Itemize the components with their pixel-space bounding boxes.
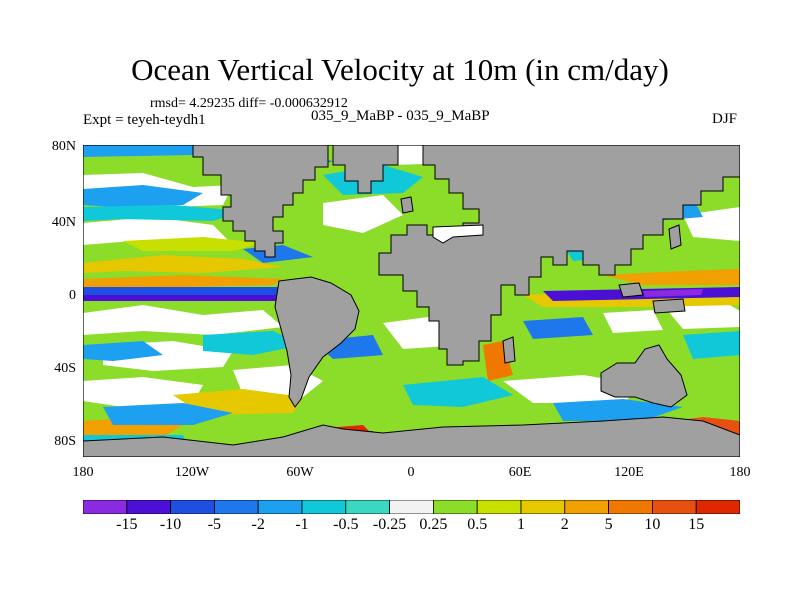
colorbar-swatch — [126, 500, 171, 514]
colorbar-label: 15 — [688, 516, 705, 533]
lon-label-120w: 120W — [174, 465, 210, 480]
colorbar-swatch — [432, 500, 478, 514]
colorbar — [83, 500, 740, 514]
inland-sea — [432, 224, 484, 244]
colorbar-label: -0.5 — [333, 516, 359, 533]
season-label: DJF — [712, 111, 738, 127]
land-greenland — [332, 145, 399, 194]
land-north-america — [192, 145, 329, 258]
lon-label-60e: 60E — [508, 465, 532, 480]
lon-label-180e: 180 — [729, 465, 751, 480]
land-south-america — [274, 276, 360, 408]
colorbar-label: 5 — [604, 516, 613, 533]
colorbar-label: -1 — [295, 516, 309, 533]
colorbar-label: -15 — [116, 516, 138, 533]
map-title: Ocean Vertical Velocity at 10m (in cm/da… — [131, 52, 669, 87]
colorbar-label: -5 — [207, 516, 222, 533]
colorbar-swatch — [564, 500, 609, 514]
colorbar-label: 1 — [517, 516, 525, 533]
land-japan — [668, 224, 682, 250]
colorbar-swatch — [389, 500, 434, 514]
colorbar-label: -10 — [159, 516, 182, 533]
colorbar-swatch — [213, 500, 259, 514]
lat-label-40n: 40N — [51, 215, 76, 230]
colorbar-label: 2 — [560, 516, 569, 533]
ocean-map — [83, 145, 740, 457]
land-new-guinea — [652, 298, 686, 314]
colorbar-label: 10 — [644, 516, 661, 533]
colorbar-swatch — [608, 500, 653, 514]
lat-label-40s: 40S — [54, 361, 76, 376]
lat-label-80s: 80S — [54, 434, 76, 449]
colorbar-swatch — [476, 500, 522, 514]
experiment-label: Expt = teyeh-teydh1 — [83, 112, 206, 128]
land-uk — [400, 196, 414, 214]
colorbar-swatch — [257, 500, 303, 514]
colorbar-swatch — [695, 500, 740, 514]
lon-label-60w: 60W — [286, 465, 314, 480]
land-antarctica — [83, 416, 740, 457]
land-madagascar — [502, 336, 516, 364]
colorbar-label: 0.25 — [419, 516, 448, 533]
colorbar-label: -0.25 — [372, 516, 407, 533]
land-australia — [600, 344, 688, 408]
lat-label-80n: 80N — [51, 139, 76, 154]
colorbar-label: 0.5 — [467, 516, 488, 533]
land-masses — [83, 145, 740, 457]
subtitle: 035_9_MaBP - 035_9_MaBP — [311, 108, 490, 124]
colorbar-swatch — [301, 500, 347, 514]
lon-label-120e: 120E — [614, 465, 644, 480]
lon-label-0: 0 — [407, 465, 415, 480]
colorbar-swatch — [170, 500, 215, 514]
lon-label-180w: 180 — [72, 465, 94, 480]
colorbar-label: -2 — [251, 516, 265, 533]
land-borneo — [618, 282, 644, 298]
colorbar-swatch — [652, 500, 697, 514]
colorbar-swatch — [520, 500, 566, 514]
colorbar-swatch — [345, 500, 390, 514]
lat-label-0: 0 — [69, 288, 76, 303]
colorbar-swatch — [83, 500, 128, 514]
stats-text: rmsd= 4.29235 diff= -0.000632912 — [150, 96, 348, 111]
